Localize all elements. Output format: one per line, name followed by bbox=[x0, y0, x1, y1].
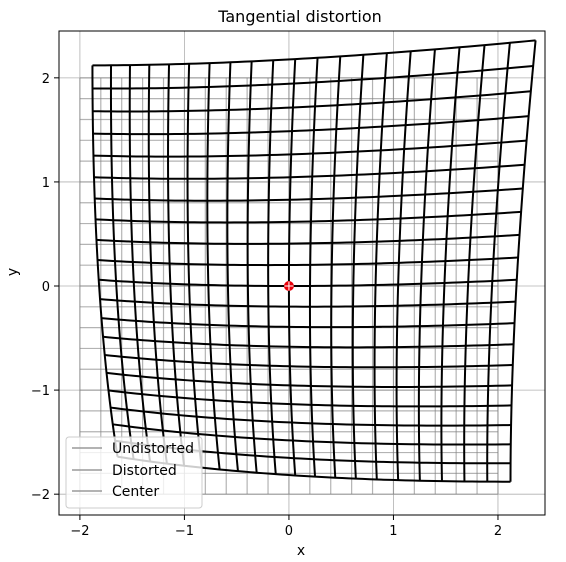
distorted-vertical-line bbox=[351, 54, 365, 479]
distorted-vertical-line bbox=[373, 53, 388, 480]
distorted-horizontal-line bbox=[97, 256, 519, 267]
distorted-horizontal-line bbox=[96, 233, 520, 245]
distorted-vertical-line bbox=[308, 57, 319, 477]
distorted-vertical-line bbox=[395, 51, 412, 481]
plot-area bbox=[58, 30, 546, 516]
legend-center-label: Center bbox=[112, 484, 159, 500]
y-tick-label: 2 bbox=[42, 72, 50, 87]
chart-title: Tangential distortion bbox=[217, 7, 382, 26]
axes-frame bbox=[58, 30, 546, 516]
y-tick-label: −2 bbox=[31, 488, 50, 503]
y-tick-label: 1 bbox=[42, 176, 50, 191]
distorted-vertical-line bbox=[330, 56, 342, 478]
center-marker-group bbox=[283, 281, 294, 292]
x-tick-label: 0 bbox=[285, 524, 293, 539]
x-tick-label: 2 bbox=[494, 524, 502, 539]
x-tick-label: −2 bbox=[70, 524, 89, 539]
distorted-horizontal-line bbox=[94, 187, 523, 202]
x-tick-label: 1 bbox=[389, 524, 397, 539]
distorted-vertical-line bbox=[417, 49, 436, 481]
distorted-vertical-line bbox=[463, 45, 486, 482]
x-axis-label: x bbox=[297, 543, 305, 559]
x-axis-ticks: −2 −1 0 1 2 bbox=[70, 515, 502, 539]
x-tick-label: −1 bbox=[175, 524, 194, 539]
legend-distorted-label: Distorted bbox=[112, 463, 177, 479]
distorted-horizontal-line bbox=[95, 210, 522, 224]
distorted-vertical-line bbox=[509, 40, 537, 482]
y-axis-ticks: −2 −1 0 1 2 bbox=[31, 72, 59, 503]
distorted-grid bbox=[91, 39, 537, 483]
undistorted-grid bbox=[79, 77, 499, 495]
y-tick-label: −1 bbox=[31, 384, 50, 399]
y-tick-label: 0 bbox=[42, 280, 50, 295]
legend: Undistorted Distorted Center bbox=[65, 436, 203, 509]
distorted-vertical-line bbox=[486, 42, 511, 482]
distorted-horizontal-line bbox=[93, 139, 527, 158]
y-axis-label: y bbox=[5, 268, 21, 276]
distorted-vertical-line bbox=[440, 47, 461, 482]
distorted-horizontal-line bbox=[92, 64, 534, 90]
distorted-horizontal-line bbox=[92, 115, 529, 136]
distorted-horizontal-line bbox=[92, 90, 531, 113]
distorted-horizontal-line bbox=[93, 163, 525, 180]
distorted-horizontal-line bbox=[92, 39, 536, 67]
legend-undistorted-label: Undistorted bbox=[112, 441, 194, 457]
